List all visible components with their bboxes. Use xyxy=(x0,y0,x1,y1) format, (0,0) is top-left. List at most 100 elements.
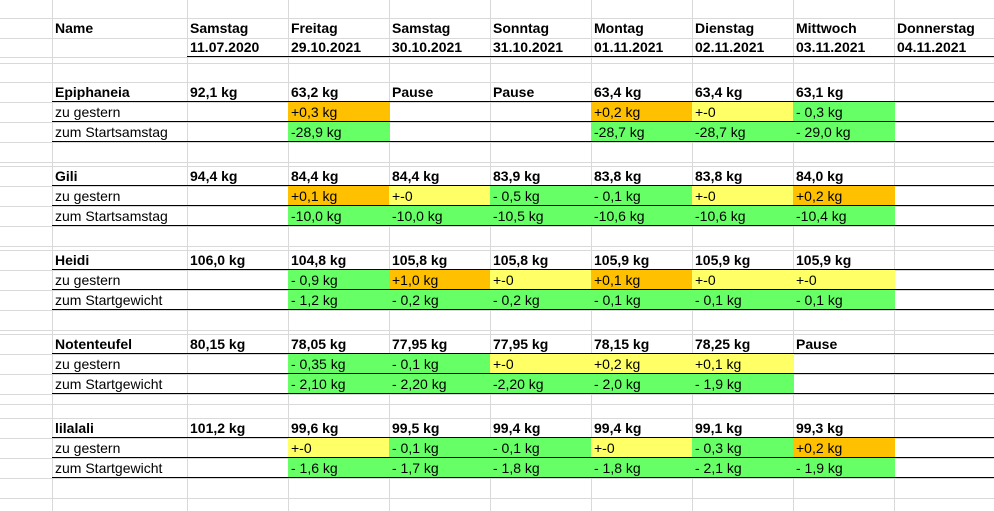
delta-cell[interactable]: -28,9 kg xyxy=(288,122,390,142)
delta-cell[interactable] xyxy=(490,122,592,142)
weight-cell[interactable]: 105,8 kg xyxy=(490,250,592,270)
delta-cell[interactable] xyxy=(389,102,491,122)
header-name[interactable]: Name xyxy=(55,20,94,36)
weight-cell[interactable]: 84,4 kg xyxy=(288,166,390,186)
delta-cell[interactable] xyxy=(894,270,994,290)
row-label[interactable]: zum Startsamstag xyxy=(52,206,188,226)
delta-cell[interactable]: -10,4 kg xyxy=(793,206,895,226)
weight-cell[interactable]: 99,1 kg xyxy=(692,418,794,438)
delta-cell[interactable] xyxy=(894,354,994,374)
delta-cell[interactable]: - 1,8 kg xyxy=(591,458,693,478)
delta-cell[interactable]: -10,6 kg xyxy=(591,206,693,226)
header-day[interactable]: Mittwoch xyxy=(796,20,857,36)
weight-cell[interactable]: 92,1 kg xyxy=(187,82,289,102)
delta-cell[interactable]: +-0 xyxy=(692,270,794,290)
header-date[interactable]: 29.10.2021 xyxy=(288,38,390,57)
delta-cell[interactable]: - 0,1 kg xyxy=(591,186,693,206)
delta-cell[interactable]: - 29,0 kg xyxy=(793,122,895,142)
delta-cell[interactable]: -10,6 kg xyxy=(692,206,794,226)
delta-cell[interactable]: - 1,9 kg xyxy=(793,458,895,478)
weight-cell[interactable]: 80,15 kg xyxy=(187,334,289,354)
delta-cell[interactable] xyxy=(187,206,289,226)
delta-cell[interactable]: - 1,7 kg xyxy=(389,458,491,478)
delta-cell[interactable]: - 0,1 kg xyxy=(389,438,491,458)
weight-cell[interactable]: 94,4 kg xyxy=(187,166,289,186)
weight-cell[interactable]: 106,0 kg xyxy=(187,250,289,270)
weight-cell[interactable]: 105,9 kg xyxy=(591,250,693,270)
delta-cell[interactable]: -28,7 kg xyxy=(692,122,794,142)
delta-cell[interactable] xyxy=(894,374,994,394)
weight-cell[interactable]: 63,1 kg xyxy=(793,82,895,102)
header-date[interactable]: 03.11.2021 xyxy=(793,38,895,57)
weight-cell[interactable]: Pause xyxy=(389,82,491,102)
delta-cell[interactable]: +0,2 kg xyxy=(793,186,895,206)
delta-cell[interactable]: +-0 xyxy=(490,270,592,290)
delta-cell[interactable]: +0,2 kg xyxy=(793,438,895,458)
delta-cell[interactable] xyxy=(187,102,289,122)
group-name[interactable]: Gili xyxy=(52,166,188,186)
weight-cell[interactable]: 77,95 kg xyxy=(389,334,491,354)
weight-cell[interactable]: 99,3 kg xyxy=(793,418,895,438)
weight-cell[interactable]: 63,2 kg xyxy=(288,82,390,102)
weight-cell[interactable]: 78,05 kg xyxy=(288,334,390,354)
row-label[interactable]: zu gestern xyxy=(52,186,188,206)
delta-cell[interactable]: +-0 xyxy=(793,270,895,290)
delta-cell[interactable]: -10,5 kg xyxy=(490,206,592,226)
weight-cell[interactable]: 83,9 kg xyxy=(490,166,592,186)
delta-cell[interactable]: - 0,1 kg xyxy=(389,354,491,374)
delta-cell[interactable]: +0,1 kg xyxy=(591,270,693,290)
delta-cell[interactable] xyxy=(490,102,592,122)
group-name[interactable]: Heidi xyxy=(52,250,188,270)
row-label[interactable]: zu gestern xyxy=(52,102,188,122)
delta-cell[interactable]: -2,20 kg xyxy=(490,374,592,394)
row-label[interactable]: zum Startgewicht xyxy=(52,458,188,478)
delta-cell[interactable]: -28,7 kg xyxy=(591,122,693,142)
delta-cell[interactable] xyxy=(187,374,289,394)
header-day[interactable]: Freitag xyxy=(291,20,338,36)
header-day[interactable]: Donnerstag xyxy=(897,20,975,36)
delta-cell[interactable] xyxy=(187,186,289,206)
delta-cell[interactable] xyxy=(187,122,289,142)
delta-cell[interactable]: - 0,1 kg xyxy=(793,290,895,310)
delta-cell[interactable]: +-0 xyxy=(389,186,491,206)
header-day[interactable]: Samstag xyxy=(392,20,451,36)
delta-cell[interactable]: +-0 xyxy=(692,102,794,122)
delta-cell[interactable]: - 2,1 kg xyxy=(692,458,794,478)
delta-cell[interactable] xyxy=(894,122,994,142)
delta-cell[interactable]: - 0,1 kg xyxy=(692,290,794,310)
group-name[interactable]: Epiphaneia xyxy=(52,82,188,102)
weight-cell[interactable]: 84,4 kg xyxy=(389,166,491,186)
delta-cell[interactable]: - 2,20 kg xyxy=(389,374,491,394)
delta-cell[interactable]: - 0,2 kg xyxy=(490,290,592,310)
delta-cell[interactable]: +0,1 kg xyxy=(692,354,794,374)
delta-cell[interactable]: - 1,2 kg xyxy=(288,290,390,310)
header-day[interactable]: Sonntag xyxy=(493,20,549,36)
delta-cell[interactable] xyxy=(894,458,994,478)
weight-cell[interactable] xyxy=(894,418,994,438)
delta-cell[interactable] xyxy=(894,186,994,206)
weight-cell[interactable]: 99,4 kg xyxy=(591,418,693,438)
delta-cell[interactable]: - 0,9 kg xyxy=(288,270,390,290)
weight-cell[interactable]: Pause xyxy=(793,334,895,354)
delta-cell[interactable] xyxy=(894,206,994,226)
weight-cell[interactable]: 84,0 kg xyxy=(793,166,895,186)
group-name[interactable]: lilalali xyxy=(52,418,188,438)
weight-cell[interactable] xyxy=(894,250,994,270)
delta-cell[interactable]: - 2,10 kg xyxy=(288,374,390,394)
delta-cell[interactable] xyxy=(389,122,491,142)
row-label[interactable]: zum Startgewicht xyxy=(52,374,188,394)
delta-cell[interactable]: +0,2 kg xyxy=(591,354,693,374)
weight-cell[interactable]: 105,8 kg xyxy=(389,250,491,270)
delta-cell[interactable]: - 1,9 kg xyxy=(692,374,794,394)
weight-cell[interactable]: 105,9 kg xyxy=(692,250,794,270)
weight-cell[interactable]: 99,6 kg xyxy=(288,418,390,438)
delta-cell[interactable]: +-0 xyxy=(288,438,390,458)
delta-cell[interactable] xyxy=(187,438,289,458)
weight-cell[interactable]: 77,95 kg xyxy=(490,334,592,354)
weight-cell[interactable] xyxy=(894,82,994,102)
delta-cell[interactable] xyxy=(187,354,289,374)
weight-cell[interactable]: 104,8 kg xyxy=(288,250,390,270)
delta-cell[interactable]: +0,3 kg xyxy=(288,102,390,122)
delta-cell[interactable] xyxy=(894,438,994,458)
delta-cell[interactable]: - 0,2 kg xyxy=(389,290,491,310)
